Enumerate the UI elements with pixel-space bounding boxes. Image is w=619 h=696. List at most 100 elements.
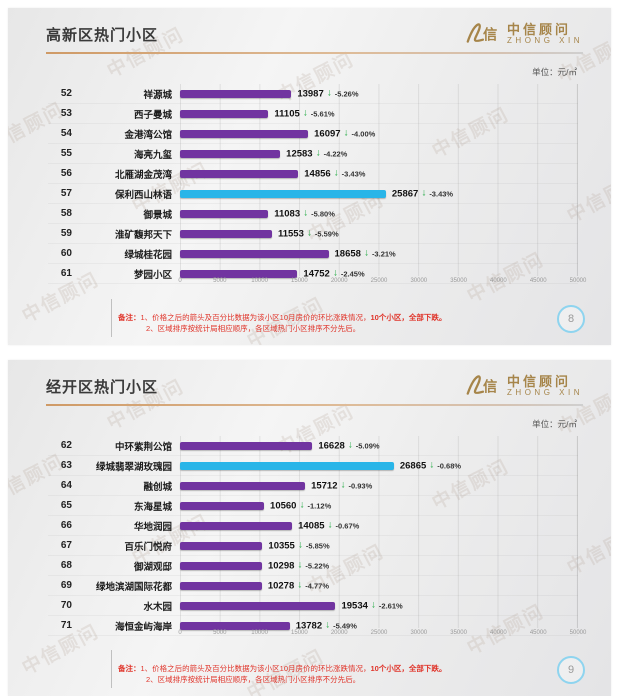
row-bar-track: 14856 ↓ -3.43% (180, 164, 578, 183)
row-community-name: 御景城 (143, 209, 172, 221)
row-community-name: 融创城 (143, 481, 172, 493)
slide-jingkai: 中信顾问中信顾问中信顾问中信顾问中信顾问中信顾问中信顾问中信顾问中信顾问中信顾问… (8, 360, 611, 696)
brand-logo: 信 中信顾问 ZHONG XIN (463, 371, 583, 401)
row-rank: 63 (60, 460, 72, 471)
footnote-line1: 备注：1、价格之后的箭头及百分比数据为该小区10月房价的环比涨跌情况，10个小区… (118, 312, 446, 324)
row-value-group: 15712 ↓ -0.93% (305, 480, 372, 491)
price-value: 13987 (297, 88, 324, 99)
row-rank: 57 (60, 188, 72, 199)
row-value-group: 10560 ↓ -1.12% (264, 500, 331, 511)
chart-row: 59 淮矿馥邦天下 11553 ↓ -5.59% (48, 224, 578, 244)
x-axis-tick: 10000 (251, 278, 268, 284)
down-arrow-icon: ↓ (302, 107, 308, 119)
price-value: 14752 (303, 268, 330, 279)
change-percent: -2.61% (378, 601, 403, 610)
down-arrow-icon: ↓ (297, 559, 303, 571)
chart-row: 71 海恒金屿海岸 13782 ↓ -5.49% (48, 616, 578, 636)
price-bar (180, 89, 292, 98)
x-axis-tick: 45000 (529, 278, 547, 284)
price-bar (180, 249, 329, 258)
chart-row: 52 祥源城 13987 ↓ -5.26% (48, 84, 578, 104)
down-arrow-icon: ↓ (340, 479, 346, 491)
price-value: 16628 (318, 440, 345, 451)
row-bar-track: 12583 ↓ -4.22% (180, 144, 578, 163)
price-bar (180, 501, 265, 510)
x-axis-tick: 15000 (291, 630, 308, 636)
row-rank: 52 (60, 88, 72, 99)
x-axis: 0 5000 10000 15000 20000 25000 30000 35000 40000… (178, 277, 586, 289)
note-divider (111, 299, 112, 337)
row-community-name: 中环紫荆公馆 (114, 441, 172, 453)
change-percent: -0.68% (437, 461, 462, 470)
x-axis-tick: 25000 (370, 278, 388, 284)
chart-row: 67 百乐门悦府 10355 ↓ -5.85% (48, 536, 578, 556)
chart-row: 66 华地润园 14085 ↓ -0.67% (48, 516, 578, 536)
price-value: 15712 (311, 480, 338, 491)
note-divider (111, 650, 112, 688)
x-axis-tick: 30000 (410, 630, 428, 636)
x-axis-tick: 40000 (490, 630, 507, 636)
price-value: 11105 (274, 108, 300, 119)
down-arrow-icon: ↓ (326, 87, 332, 99)
footnote-line2: 2、区域排序按统计局相应顺序，各区域热门小区排序不分先后。 (146, 675, 361, 685)
row-rank: 68 (60, 560, 72, 571)
footnote-line1: 备注：1、价格之后的箭头及百分比数据为该小区10月房价的环比涨跌情况，10个小区… (118, 663, 446, 675)
row-bar-track: 15712 ↓ -0.93% (180, 476, 578, 495)
price-bar (180, 109, 269, 118)
chart-row: 69 绿地滨湖国际花都 10278 ↓ -4.77% (48, 576, 578, 596)
brand-name-cn: 中信顾问 (507, 373, 572, 389)
price-bar (180, 481, 306, 490)
change-percent: -5.49% (333, 621, 357, 630)
footnote: 备注：1、价格之后的箭头及百分比数据为该小区10月房价的环比涨跌情况，10个小区… (118, 312, 446, 335)
chart-row: 57 保利西山林语 25867 ↓ -3.43% (48, 184, 578, 204)
footnote-line2: 2、区域排序按统计局相应顺序，各区域热门小区排序不分先后。 (146, 324, 361, 334)
row-value-group: 13782 ↓ -5.49% (290, 620, 357, 631)
price-value: 26865 (399, 460, 427, 471)
price-bar (180, 149, 281, 158)
down-arrow-icon: ↓ (421, 187, 427, 199)
footnote-prefix: 备注： (118, 663, 141, 673)
page-number-badge: 9 (557, 656, 585, 684)
row-rank: 58 (60, 208, 72, 219)
price-value: 13782 (295, 620, 323, 631)
down-arrow-icon: ↓ (332, 267, 338, 279)
down-arrow-icon: ↓ (315, 147, 321, 159)
price-bar (180, 129, 309, 138)
row-community-name: 百乐门悦府 (124, 541, 172, 553)
change-percent: -0.93% (348, 481, 373, 490)
row-community-name: 绿城翡翠湖玫瑰园 (95, 461, 172, 473)
row-rank: 67 (60, 540, 72, 551)
row-value-group: 14856 ↓ -3.43% (298, 168, 365, 179)
row-bar-track: 11105 ↓ -5.61% (180, 104, 578, 123)
x-axis-tick: 50000 (569, 278, 587, 284)
footnote-text1-bold: 10个小区，全部下跌。 (370, 663, 447, 673)
chart-row: 70 水木园 19534 ↓ -2.61% (48, 596, 578, 616)
row-bar-track: 13782 ↓ -5.49% (180, 616, 578, 635)
unit-label: 单位：元/㎡ (532, 419, 577, 429)
price-value: 14856 (304, 168, 331, 179)
change-percent: -2.45% (340, 269, 365, 278)
price-bar (180, 601, 336, 610)
change-percent: -5.59% (314, 229, 339, 238)
row-rank: 70 (60, 600, 72, 611)
row-community-name: 淮矿馥邦天下 (114, 229, 172, 241)
row-bar-track: 10278 ↓ -4.77% (180, 576, 578, 595)
change-percent: -1.12% (307, 501, 332, 510)
x-axis-tick: 30000 (410, 278, 428, 284)
row-rank: 56 (60, 168, 72, 179)
row-value-group: 10355 ↓ -5.85% (262, 540, 329, 551)
price-value: 11083 (274, 208, 301, 219)
row-rank: 61 (60, 268, 72, 279)
x-axis-tick: 10000 (251, 630, 268, 636)
row-value-group: 18658 ↓ -3.21% (329, 248, 396, 259)
row-community-name: 北雁湖金茂湾 (114, 169, 172, 181)
row-community-name: 海亮九玺 (133, 149, 172, 161)
down-arrow-icon: ↓ (325, 619, 331, 631)
row-rank: 65 (60, 500, 72, 511)
bar-chart: 62 中环紫荆公馆 16628 ↓ -5.09% 63 绿城翡翠湖玫瑰园 26865 ↓ -0.6… (48, 436, 586, 641)
price-bar (180, 461, 394, 470)
price-bar (180, 269, 298, 278)
row-bar-track: 10355 ↓ -5.85% (180, 536, 578, 555)
down-arrow-icon: ↓ (343, 127, 349, 139)
down-arrow-icon: ↓ (347, 439, 353, 451)
